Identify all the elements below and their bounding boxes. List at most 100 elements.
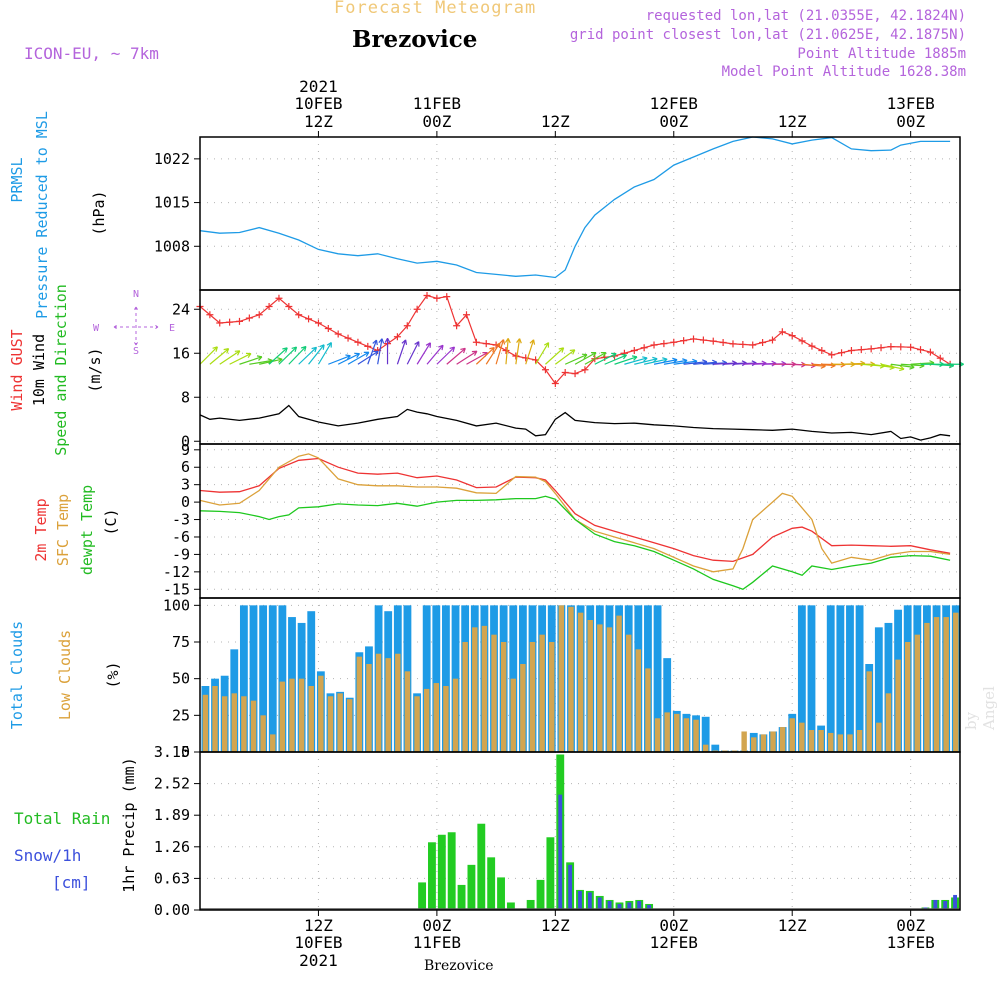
bar-low-clouds xyxy=(606,627,613,752)
wind-arrow xyxy=(574,352,597,365)
bar-low-clouds xyxy=(953,612,959,752)
model-altitude: Model Point Altitude 1628.38m xyxy=(721,64,966,80)
wind-arrow-head xyxy=(363,351,370,357)
gust-marker xyxy=(759,339,767,347)
bar-low-clouds xyxy=(491,634,497,752)
wind-arrow xyxy=(564,354,588,365)
gust-marker xyxy=(749,341,757,349)
wind-arrow-head xyxy=(449,346,456,353)
y-tick-label: 1015 xyxy=(154,194,190,212)
gust-marker xyxy=(709,337,717,345)
wind-arrow-head xyxy=(401,339,408,345)
bar-snow xyxy=(943,900,948,910)
axis-label-speed-direction: Speed and Direction xyxy=(52,284,70,456)
wind-arrow xyxy=(278,346,297,365)
y-tick-label: 6 xyxy=(181,458,190,476)
bar-total-clouds xyxy=(307,611,316,752)
gust-marker xyxy=(334,330,342,338)
wind-arrow xyxy=(357,350,379,365)
wind-arrow xyxy=(317,342,332,365)
wind-arrow xyxy=(910,362,935,365)
bar-low-clouds xyxy=(549,642,555,752)
y-tick-label: 0.63 xyxy=(154,869,190,887)
gust-marker xyxy=(275,294,283,302)
wind-arrow-head xyxy=(471,350,478,356)
point-altitude: Point Altitude 1885m xyxy=(797,46,966,62)
gust-marker xyxy=(778,328,786,336)
gust-marker xyxy=(788,332,796,340)
bar-low-clouds xyxy=(645,668,651,752)
compass-s: S xyxy=(133,346,139,357)
bar-total-clouds xyxy=(701,716,710,752)
bar-total-clouds xyxy=(442,605,450,752)
gust-marker xyxy=(690,335,698,343)
bar-low-clouds xyxy=(674,713,680,752)
bar-total-clouds xyxy=(846,605,854,752)
bar-total-clouds xyxy=(711,744,720,752)
bar-total-clouds xyxy=(874,627,883,752)
y-tick-label: -15 xyxy=(163,580,190,598)
compass-rose xyxy=(113,306,159,346)
axis-label-low-clouds: Low Clouds xyxy=(56,630,74,720)
bar-low-clouds xyxy=(472,627,478,752)
bar-low-clouds xyxy=(452,678,459,752)
gust-marker xyxy=(393,333,401,341)
bar-total-clouds xyxy=(826,605,835,752)
y-tick-label: 0 xyxy=(181,432,190,450)
wind-arrow-head xyxy=(234,350,241,356)
wind-arrow-head xyxy=(899,365,905,372)
gust-marker xyxy=(443,293,451,301)
wind-arrow xyxy=(890,363,915,368)
top-date-label: 10FEB xyxy=(294,94,342,113)
wind-arrow-head xyxy=(373,350,379,356)
wind-arrow xyxy=(199,346,218,365)
compass-w: W xyxy=(93,323,100,334)
wind-arrow xyxy=(416,342,431,365)
wind-arrow-head xyxy=(326,342,332,348)
wind-arrow xyxy=(693,361,717,365)
bar-low-clouds xyxy=(616,615,622,752)
gust-marker xyxy=(285,303,293,310)
gust-marker xyxy=(917,346,925,354)
wind-arrow xyxy=(396,339,407,365)
axis-label-dewpt-temp: dewpt Temp xyxy=(78,485,96,575)
bar-low-clouds xyxy=(683,718,690,752)
bar-low-clouds xyxy=(375,653,382,752)
top-time-label: 12Z xyxy=(778,112,807,131)
bar-low-clouds xyxy=(702,744,709,752)
top-year-label: 2021 xyxy=(299,77,338,96)
model-label: ICON-EU, ~ 7km xyxy=(24,44,159,63)
wind-arrow xyxy=(298,346,317,365)
wind-arrow xyxy=(554,349,576,365)
bar-low-clouds xyxy=(202,694,209,752)
wind-arrow xyxy=(367,339,378,365)
panel-frame xyxy=(199,136,961,291)
wind-arrow xyxy=(535,342,550,365)
bar-snow xyxy=(933,899,938,910)
bar-low-clouds xyxy=(318,675,324,752)
bar-low-clouds xyxy=(587,620,593,752)
bar-low-clouds xyxy=(779,727,786,752)
wind-arrow-head xyxy=(581,353,588,359)
top-date-label: 12FEB xyxy=(650,94,698,113)
bar-low-clouds xyxy=(250,700,257,752)
label-snow: Snow/1h xyxy=(14,846,81,865)
bar-low-clouds xyxy=(500,642,507,752)
bar-low-clouds xyxy=(808,730,815,752)
label-total-rain: Total Rain xyxy=(14,809,110,828)
bar-low-clouds xyxy=(443,686,449,752)
wind-arrow xyxy=(259,358,283,365)
gust-marker xyxy=(403,322,411,330)
gust-marker xyxy=(472,338,480,346)
y-tick-label: 3.15 xyxy=(154,743,190,761)
top-time-label: 00Z xyxy=(896,112,925,131)
bar-total-clouds xyxy=(836,605,845,752)
bar-total-rain xyxy=(487,857,496,910)
gust-marker xyxy=(571,370,579,378)
gust-marker xyxy=(226,318,234,326)
wind-arrow xyxy=(871,363,895,369)
bar-total-clouds xyxy=(807,605,816,752)
axis-label-sfc-temp: SFC Temp xyxy=(54,494,72,566)
gust-marker xyxy=(680,337,688,345)
bar-total-rain xyxy=(428,842,436,910)
